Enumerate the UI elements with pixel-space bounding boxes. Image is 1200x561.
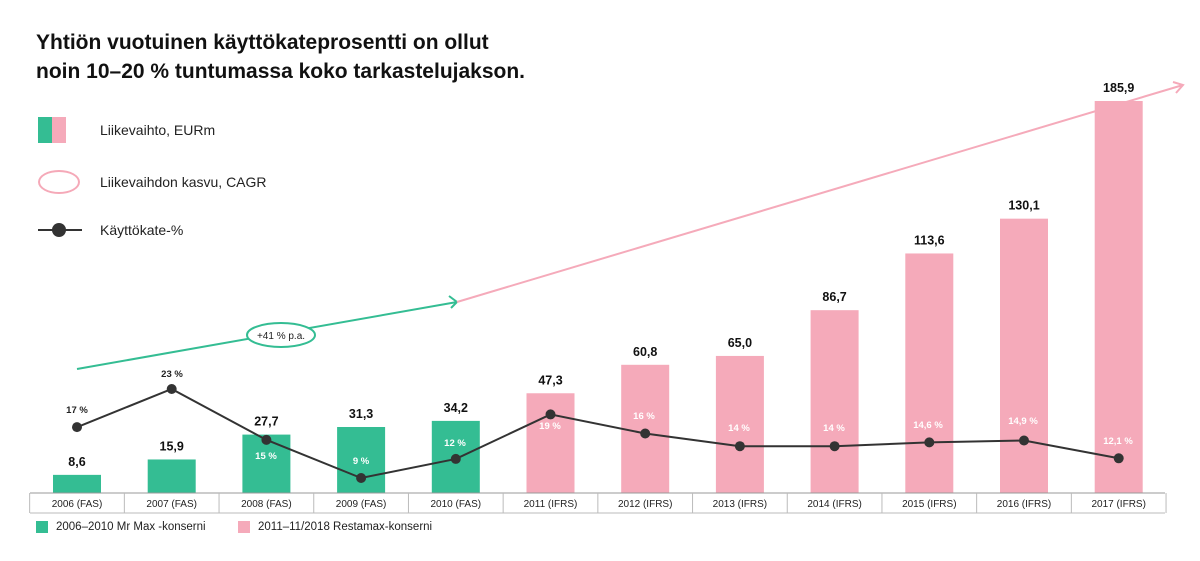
- legend-revenue: Liikevaihto, EURm: [38, 117, 215, 143]
- ebitda-point-6: [640, 428, 651, 439]
- ebitda-point-11: [1113, 453, 1124, 464]
- ebitda-value-label-2: 15 %: [255, 451, 277, 462]
- bar-value-label-2: 27,7: [254, 415, 278, 429]
- cagr-arrowhead-pink: [1172, 81, 1185, 94]
- x-tick-label-7: 2013 (IFRS): [713, 499, 767, 510]
- ebitda-value-label-7: 14 %: [728, 423, 750, 434]
- ebitda-point-1: [166, 384, 177, 394]
- bottom-legend-green-label: 2006–2010 Mr Max -konserni: [56, 521, 206, 533]
- chart-title-line-1: Yhtiön vuotuinen käyttökateprosentti on …: [36, 31, 489, 54]
- ebitda-point-3: [356, 473, 367, 483]
- ebitda-value-label-11: 12,1 %: [1103, 436, 1133, 447]
- ebitda-value-label-5: 19 %: [539, 421, 561, 432]
- ebitda-point-8: [829, 441, 840, 452]
- x-tick-label-1: 2007 (FAS): [146, 499, 197, 510]
- line-marker-icon: [38, 223, 82, 237]
- ebitda-point-2: [261, 434, 272, 445]
- x-tick-label-0: 2006 (FAS): [52, 499, 103, 510]
- bar-5: [526, 393, 575, 493]
- ebitda-point-5: [545, 409, 556, 420]
- bar-value-label-11: 185,9: [1103, 81, 1134, 95]
- bar-value-label-3: 31,3: [349, 407, 373, 421]
- bottom-legend-pink: 2011–11/2018 Restamax-konserni: [238, 521, 432, 533]
- cagr-ellipse-icon: [38, 170, 80, 194]
- ebitda-value-label-3: 9 %: [353, 456, 370, 467]
- bar-value-label-7: 65,0: [728, 336, 752, 350]
- x-tick-label-8: 2014 (IFRS): [807, 499, 861, 510]
- bottom-legend-green: 2006–2010 Mr Max -konserni: [36, 521, 206, 533]
- bar-9: [905, 253, 954, 493]
- ebitda-value-label-0: 17 %: [66, 405, 88, 416]
- bar-value-label-6: 60,8: [633, 345, 657, 359]
- x-tick-label-3: 2009 (FAS): [336, 499, 387, 510]
- ebitda-line: [76, 387, 1119, 480]
- bar-1: [147, 459, 196, 493]
- ebitda-point-0: [72, 422, 82, 433]
- x-tick-label-4: 2010 (FAS): [431, 499, 482, 510]
- bar-value-label-9: 113,6: [914, 233, 945, 247]
- bar-value-label-5: 47,3: [538, 373, 562, 387]
- ebitda-value-label-6: 16 %: [633, 411, 655, 422]
- ebitda-value-label-10: 14,9 %: [1008, 416, 1038, 427]
- cagr-annotation-label: +41 % p.a.: [257, 331, 305, 342]
- bar-value-label-4: 34,2: [444, 401, 468, 415]
- x-tick-label-10: 2016 (IFRS): [997, 499, 1051, 510]
- pink-square: [238, 521, 250, 533]
- cagr-annotation-ellipse: [246, 322, 316, 348]
- x-tick-label-6: 2012 (IFRS): [618, 499, 672, 510]
- legend-ebitda: Käyttökate-%: [38, 222, 183, 238]
- ebitda-value-label-8: 14 %: [823, 423, 845, 434]
- cagr-line-pink: [456, 84, 1184, 303]
- bar-value-label-10: 130,1: [1008, 199, 1039, 213]
- green-square: [36, 521, 48, 533]
- legend-cagr-label: Liikevaihdon kasvu, CAGR: [100, 174, 267, 190]
- legend-revenue-label: Liikevaihto, EURm: [100, 122, 216, 138]
- ebitda-point-9: [924, 437, 935, 448]
- bar-11: [1094, 101, 1143, 493]
- ebitda-value-label-1: 23 %: [161, 369, 183, 380]
- bar-8: [810, 310, 859, 493]
- x-tick-label-5: 2011 (IFRS): [524, 499, 578, 510]
- bar-0: [53, 474, 101, 493]
- bar-10: [1000, 218, 1048, 493]
- x-tick-label-9: 2015 (IFRS): [902, 499, 956, 510]
- ebitda-point-10: [1019, 435, 1029, 446]
- legend-cagr: Liikevaihdon kasvu, CAGR: [38, 170, 267, 194]
- revenue-swatch: [38, 117, 66, 143]
- bar-value-label-1: 15,9: [160, 439, 184, 453]
- bar-value-label-0: 8,6: [68, 455, 85, 469]
- ebitda-value-label-4: 12 %: [444, 438, 466, 449]
- x-tick-label-2: 2008 (FAS): [241, 499, 292, 510]
- bottom-legend-pink-label: 2011–11/2018 Restamax-konserni: [258, 521, 433, 533]
- ebitda-point-4: [450, 453, 461, 464]
- ebitda-point-7: [734, 441, 745, 452]
- bar-7: [715, 355, 764, 493]
- x-tick-label-11: 2017 (IFRS): [1091, 499, 1145, 510]
- chart-title-line-2: noin 10–20 % tuntumassa koko tarkasteluj…: [36, 60, 526, 83]
- bar-value-label-8: 86,7: [822, 290, 846, 304]
- legend-ebitda-label: Käyttökate-%: [100, 222, 184, 238]
- ebitda-value-label-9: 14,6 %: [913, 420, 943, 431]
- chart-title: Yhtiön vuotuinen käyttökateprosentti on …: [36, 28, 525, 86]
